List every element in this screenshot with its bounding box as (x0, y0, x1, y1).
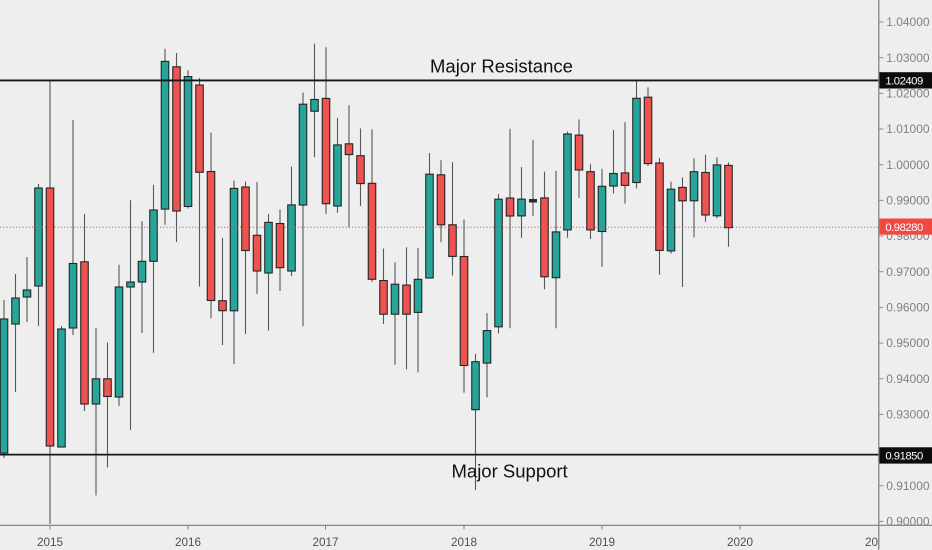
svg-text:Major Resistance: Major Resistance (430, 55, 573, 76)
svg-text:1.01000: 1.01000 (886, 122, 930, 136)
svg-text:20: 20 (865, 536, 879, 549)
svg-text:1.04000: 1.04000 (886, 15, 930, 29)
svg-text:2017: 2017 (312, 536, 338, 549)
svg-text:0.91000: 0.91000 (886, 479, 930, 493)
svg-text:2019: 2019 (589, 536, 615, 549)
svg-text:2018: 2018 (451, 536, 477, 549)
svg-text:0.97000: 0.97000 (886, 265, 930, 279)
svg-text:0.90000: 0.90000 (886, 515, 930, 529)
svg-text:0.95000: 0.95000 (886, 336, 930, 350)
svg-text:2020: 2020 (727, 536, 754, 549)
svg-text:1.02409: 1.02409 (885, 76, 923, 88)
svg-text:0.94000: 0.94000 (886, 372, 930, 386)
svg-text:1.03000: 1.03000 (886, 51, 930, 65)
svg-text:0.91850: 0.91850 (885, 451, 923, 463)
svg-text:0.96000: 0.96000 (886, 301, 930, 315)
svg-text:1.00000: 1.00000 (886, 158, 930, 172)
svg-text:0.98280: 0.98280 (885, 222, 923, 234)
svg-text:2016: 2016 (175, 536, 201, 549)
svg-text:0.99000: 0.99000 (886, 194, 930, 208)
svg-text:0.93000: 0.93000 (886, 408, 930, 422)
svg-text:Major Support: Major Support (452, 461, 568, 482)
svg-text:2015: 2015 (37, 536, 64, 549)
svg-text:1.02000: 1.02000 (886, 87, 930, 101)
